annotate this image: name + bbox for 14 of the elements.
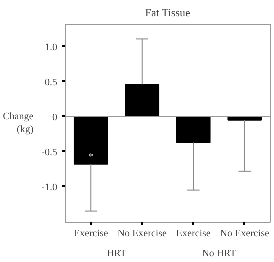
x-tick-label: No Exercise [220, 228, 270, 240]
y-tick-label: 0.5 [45, 77, 58, 88]
y-tick-label: 1.0 [45, 42, 58, 54]
x-tick-label: No Exercise [118, 228, 168, 240]
text: HRT [107, 248, 126, 260]
y-tick-label: -0.5 [42, 147, 58, 158]
y-axis-title: Change (kg) [3, 111, 34, 136]
y-tick-label: 0 [52, 112, 58, 124]
annotation: * [88, 152, 94, 163]
chart-title: Fat Tissue [145, 8, 190, 20]
text: No HRT [202, 248, 236, 260]
x-tick-label: Exercise [74, 228, 109, 240]
y-tick-label: -1.0 [42, 182, 58, 194]
x-tick-label: Exercise [176, 228, 212, 240]
